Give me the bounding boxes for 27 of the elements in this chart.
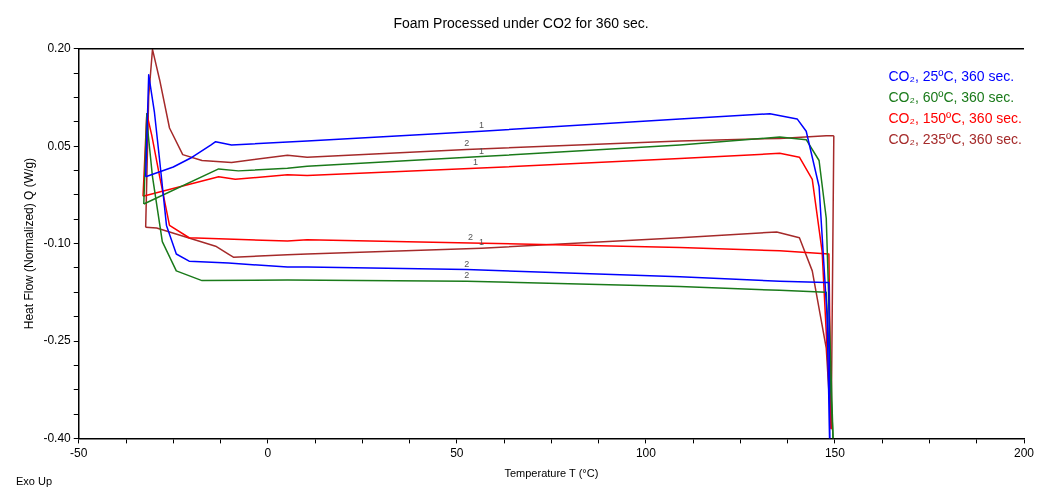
annotation: 2	[464, 258, 470, 269]
annotation: 1	[478, 237, 484, 248]
y-axis-title: Heat Flow (Normalized) Q (W/g)	[21, 157, 36, 330]
y-tick-label: -0.10	[43, 235, 72, 250]
y-tick-label: -0.25	[43, 333, 72, 348]
y-tick-label: -0.40	[43, 430, 72, 445]
x-tick-label: -50	[70, 445, 88, 460]
text: CO₂, 150ºC, 360 sec.	[888, 109, 1022, 128]
x-tick-label: 100	[635, 445, 657, 460]
annotation: 1	[478, 145, 484, 156]
annotation: 2	[464, 270, 470, 281]
annotation: 2	[467, 231, 473, 242]
y-tick-label: 0.05	[47, 138, 72, 153]
x-tick-label: 150	[824, 445, 846, 460]
x-tick-label: 50	[450, 445, 464, 460]
text: CO₂, 25ºC, 360 sec.	[888, 67, 1016, 86]
annotation: 1	[472, 157, 478, 168]
y-tick-label: 0.20	[47, 41, 72, 56]
annotation: 2	[464, 138, 470, 149]
x-axis-title: Temperature T (°C)	[504, 467, 599, 480]
x-tick-label: 0	[264, 445, 272, 460]
annotation: 1	[478, 120, 484, 131]
text: CO₂, 235ºC, 360 sec.	[888, 130, 1022, 149]
text: CO₂, 60ºC, 360 sec.	[888, 88, 1016, 107]
chart-title: Foam Processed under CO2 for 360 sec.	[393, 15, 649, 32]
text: Exo Up	[16, 475, 53, 487]
x-tick-label: 200	[1013, 445, 1035, 460]
